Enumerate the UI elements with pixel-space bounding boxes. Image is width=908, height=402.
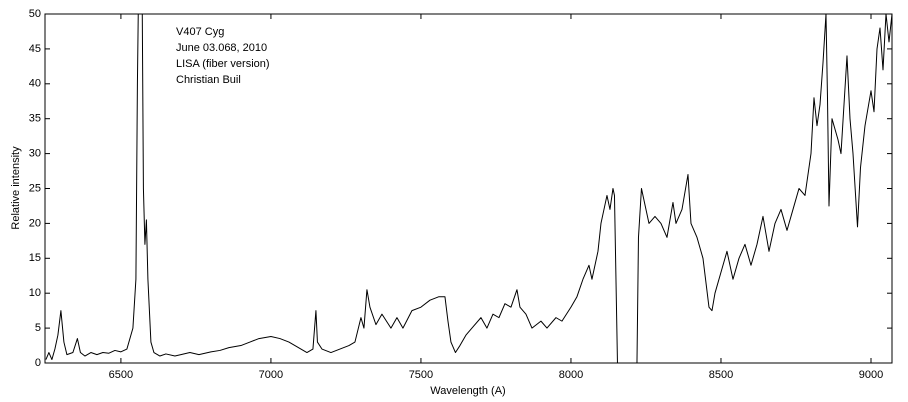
y-tick-label: 15	[29, 252, 41, 264]
y-tick-label: 5	[35, 322, 41, 334]
y-tick-label: 40	[29, 78, 41, 90]
y-tick-label: 50	[29, 8, 41, 20]
y-tick-label: 45	[29, 43, 41, 55]
x-tick-label: 9000	[859, 369, 883, 381]
y-tick-label: 0	[35, 357, 41, 369]
y-tick-label: 35	[29, 113, 41, 125]
y-tick-label: 30	[29, 148, 41, 160]
y-tick-label: 20	[29, 217, 41, 229]
x-tick-label: 7000	[259, 369, 283, 381]
spectrum-line	[45, 14, 892, 363]
x-tick-label: 6500	[109, 369, 133, 381]
y-axis-label: Relative intensity	[10, 146, 22, 230]
annotation: V407 Cyg	[176, 26, 224, 38]
annotation: Christian Buil	[176, 74, 241, 86]
x-tick-label: 8000	[559, 369, 583, 381]
plot-area	[45, 14, 892, 363]
annotation: LISA (fiber version)	[176, 58, 270, 70]
annotation: June 03.068, 2010	[176, 42, 267, 54]
y-tick-label: 25	[29, 182, 41, 194]
x-axis-label: Wavelength (A)	[430, 385, 505, 397]
x-tick-label: 8500	[709, 369, 733, 381]
x-tick-label: 7500	[409, 369, 433, 381]
y-tick-label: 10	[29, 287, 41, 299]
